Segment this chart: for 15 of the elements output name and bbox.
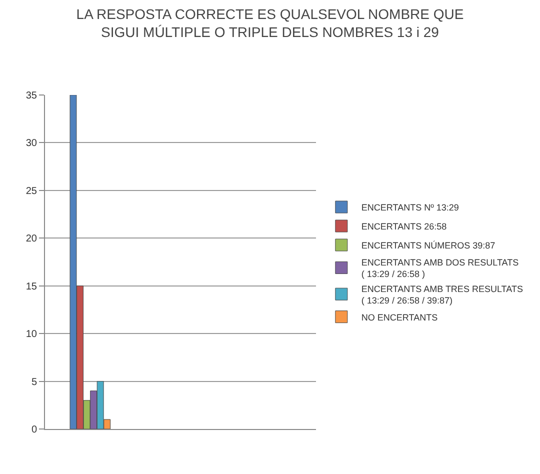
legend-label: ENCERTANTS NÚMEROS 39:87 [361, 240, 496, 251]
y-tick-label: 30 [26, 138, 38, 150]
legend-label: NO ENCERTANTS [361, 312, 438, 322]
legend-label: ENCERTANTS AMB TRES RESULTATS ( 13:29 / 26:58 / 39:87) [361, 284, 523, 306]
y-tick-label: 0 [31, 424, 38, 436]
y-tick-label: 5 [31, 376, 38, 388]
y-tick-label: 10 [26, 329, 38, 340]
y-tick-label: 35 [26, 90, 38, 102]
y-tick-label: 20 [26, 234, 38, 245]
legend-label: ENCERTANTS Nº 13:29 [361, 202, 459, 213]
y-tick-label: 25 [26, 186, 38, 197]
legend-label: ENCERTANTS 26:58 [361, 222, 447, 232]
y-tick-label: 15 [26, 281, 38, 292]
legend-label: ENCERTANTS AMB DOS RESULTATS ( 13:29 / 26:58 ) [361, 257, 519, 280]
chart-title: LA RESPOSTA CORRECTE ES QUALSEVOL NOMBRE QUE SIGUI MÚLTIPLE O TRIPLE DELS NOMBRES 13 i 29 [76, 6, 464, 40]
